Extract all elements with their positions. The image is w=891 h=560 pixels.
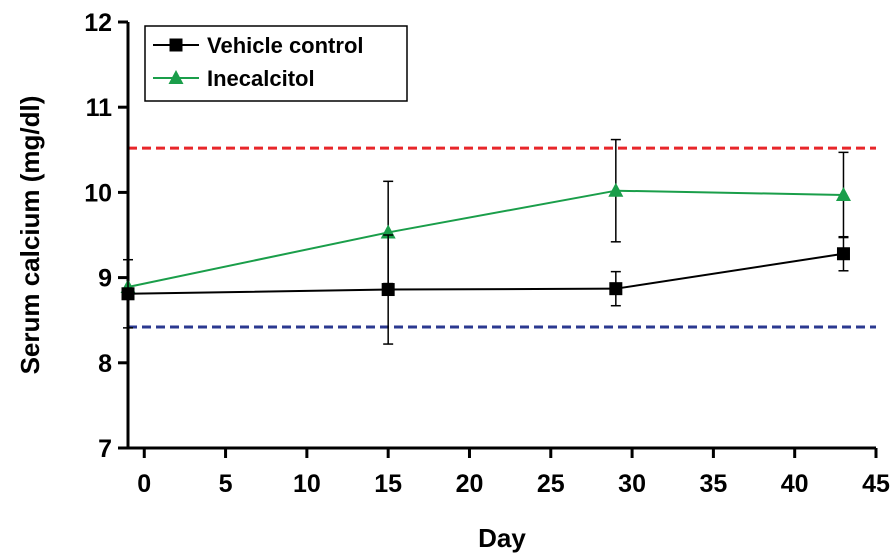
legend-marker-square bbox=[169, 38, 183, 52]
legend-label-vehicle-control: Vehicle control bbox=[207, 33, 364, 58]
series-layer bbox=[120, 138, 851, 345]
y-axis-ticks: 7 8 9 10 11 12 bbox=[84, 9, 128, 463]
x-tick-label-30: 30 bbox=[618, 470, 646, 498]
x-tick-label-45: 45 bbox=[862, 470, 890, 498]
x-tick-label-15: 15 bbox=[374, 470, 402, 498]
y-axis-title: Serum calcium (mg/dl) bbox=[15, 96, 45, 375]
legend: Vehicle control Inecalcitol bbox=[144, 25, 408, 102]
series-vehicle-control bbox=[121, 234, 850, 345]
legend-marker-triangle bbox=[168, 70, 184, 84]
y-tick-label-9: 9 bbox=[98, 265, 112, 293]
data-point-square bbox=[609, 282, 623, 296]
x-tick-label-40: 40 bbox=[781, 470, 809, 498]
legend-entry-inecalcitol: Inecalcitol bbox=[153, 66, 315, 91]
y-tick-label-12: 12 bbox=[84, 9, 112, 37]
y-tick-label-11: 11 bbox=[86, 94, 113, 122]
x-axis-ticks: 0 5 10 15 20 25 30 35 40 45 bbox=[137, 448, 890, 498]
y-tick-label-7: 7 bbox=[98, 435, 112, 463]
data-point-triangle bbox=[835, 186, 851, 201]
reference-lines bbox=[128, 146, 876, 329]
x-tick-label-5: 5 bbox=[219, 470, 233, 498]
x-tick-label-35: 35 bbox=[699, 470, 727, 498]
series-line bbox=[127, 189, 844, 288]
legend-box bbox=[144, 25, 408, 102]
y-tick-label-10: 10 bbox=[84, 179, 112, 207]
x-tick-label-20: 20 bbox=[456, 470, 484, 498]
axes bbox=[126, 22, 876, 450]
x-tick-label-0: 0 bbox=[137, 470, 151, 498]
data-point-square bbox=[836, 247, 850, 261]
x-axis-title: Day bbox=[478, 523, 526, 553]
data-point-triangle bbox=[608, 182, 624, 197]
legend-entry-vehicle-control: Vehicle control bbox=[153, 33, 364, 58]
series-line bbox=[127, 252, 844, 295]
x-tick-label-10: 10 bbox=[293, 470, 321, 498]
data-point-square bbox=[381, 283, 395, 297]
legend-label-inecalcitol: Inecalcitol bbox=[207, 66, 315, 91]
data-point-square bbox=[121, 287, 135, 301]
x-tick-label-25: 25 bbox=[537, 470, 565, 498]
y-tick-label-8: 8 bbox=[98, 350, 112, 378]
